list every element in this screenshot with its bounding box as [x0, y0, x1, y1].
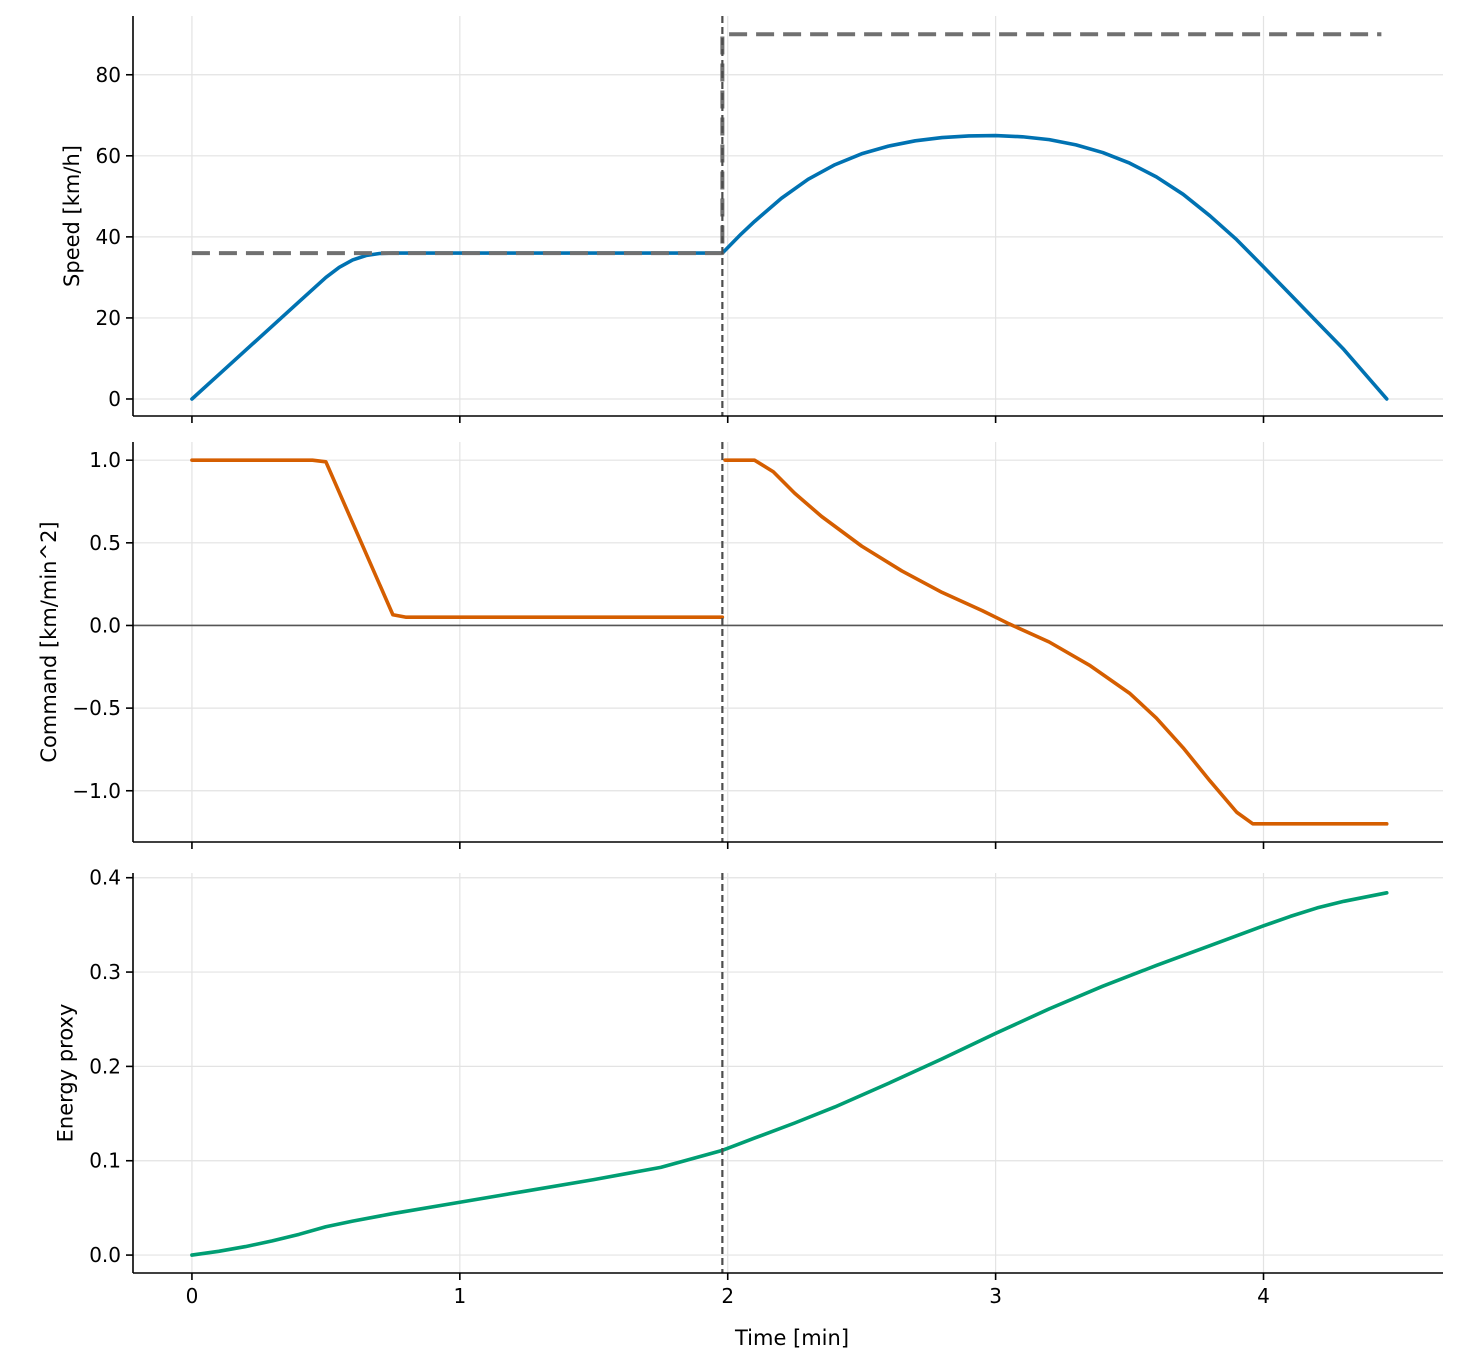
- speed-panel: 0 20 40 60 80 Speed [km/h]: [60, 16, 1443, 423]
- y-tick-label: 0.3: [89, 960, 121, 984]
- y-tick-label: 1.0: [89, 448, 121, 472]
- y-tick-label: 0: [108, 387, 121, 411]
- limit-series-line: [191, 32, 1382, 256]
- y-axis-label: Speed [km/h]: [60, 145, 84, 287]
- command-series-line: [723, 458, 1389, 826]
- y-tick-label: 60: [96, 144, 121, 168]
- y-tick-label: 0.0: [89, 1243, 121, 1267]
- y-tick-label: 0.4: [89, 866, 121, 890]
- y-tick-label: 20: [96, 306, 121, 330]
- energy-series-line: [190, 891, 1389, 1257]
- y-tick-label: 0.5: [89, 531, 121, 555]
- y-tick-label: 40: [96, 225, 121, 249]
- y-axis-label: Energy proxy: [54, 1004, 78, 1143]
- speed-series-line: [190, 133, 1389, 401]
- command-series-line: [190, 458, 725, 620]
- x-tick-label: 3: [989, 1284, 1002, 1308]
- y-tick-label: 0.1: [89, 1149, 121, 1173]
- x-tick-label: 2: [721, 1284, 734, 1308]
- y-tick-label: −0.5: [72, 696, 121, 720]
- y-tick-label: 0.2: [89, 1054, 121, 1078]
- x-tick-label: 4: [1257, 1284, 1270, 1308]
- x-tick-label: 0: [186, 1284, 199, 1308]
- y-axis-label: Command [km/min^2]: [37, 521, 61, 762]
- command-panel: −1.0 −0.5 0.0 0.5 1.0 Command [km/min^2]: [37, 442, 1443, 849]
- energy-panel: 0.0 0.1 0.2 0.3 0.4 0 1 2 3 4 Energy proxy Time [mi…: [54, 866, 1443, 1350]
- x-tick-label: 1: [453, 1284, 466, 1308]
- y-tick-label: 80: [96, 63, 121, 87]
- y-tick-label: −1.0: [72, 779, 121, 803]
- x-axis-label: Time [min]: [734, 1326, 849, 1350]
- y-tick-label: 0.0: [89, 613, 121, 637]
